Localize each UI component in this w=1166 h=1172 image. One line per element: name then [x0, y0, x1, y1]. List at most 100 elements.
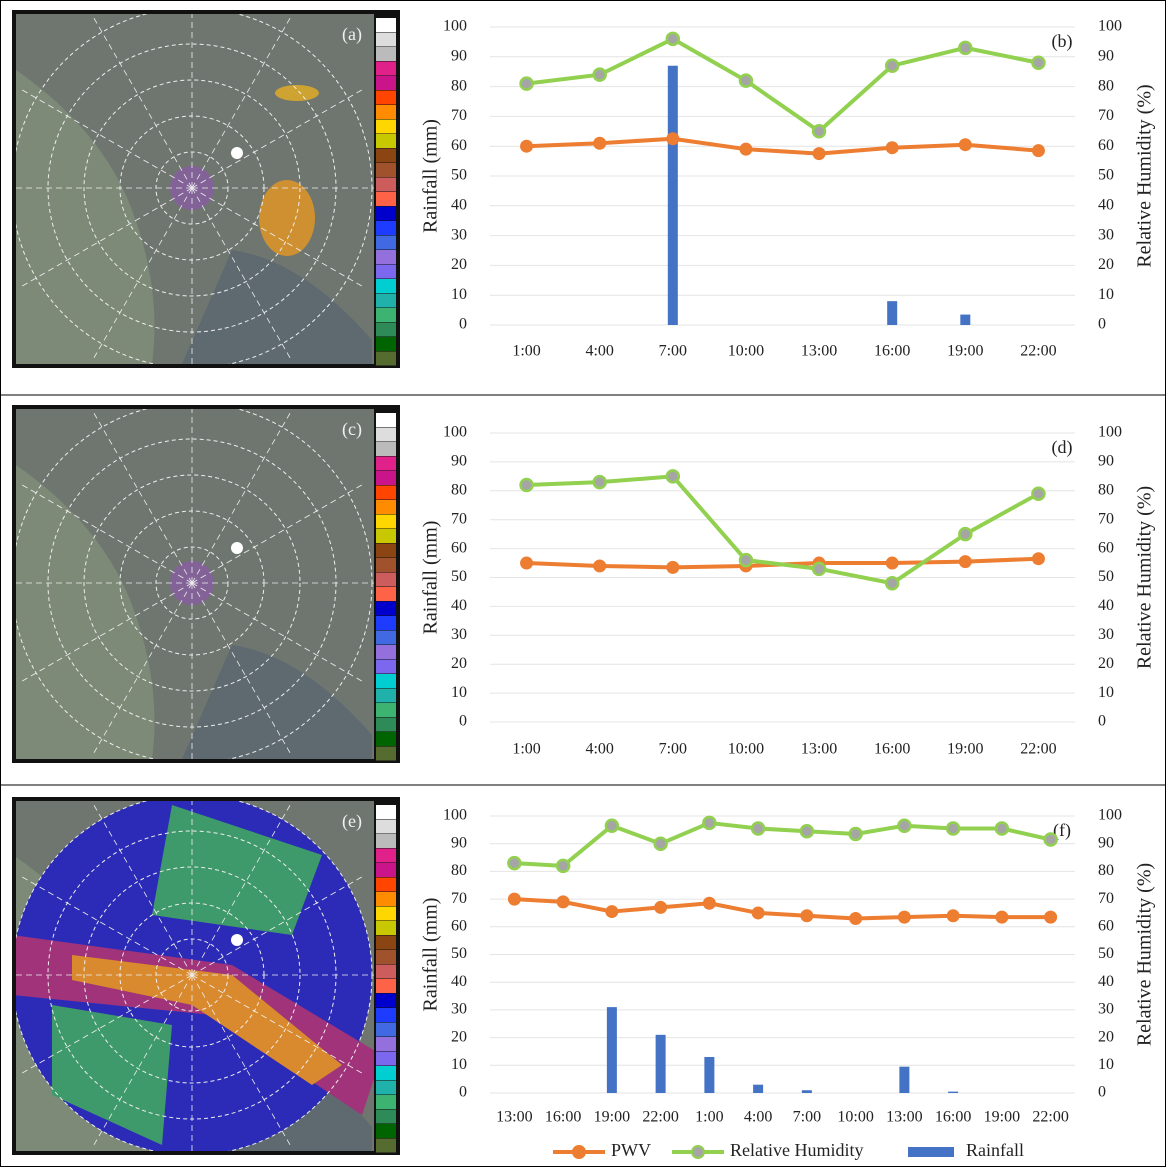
colorbar-cell [376, 732, 396, 746]
colorbar-cell [376, 746, 396, 761]
bar [801, 1090, 812, 1093]
point [592, 474, 607, 490]
point [1031, 486, 1046, 501]
point [884, 58, 900, 73]
colorbar-cell [376, 1124, 396, 1138]
radial-line [91, 187, 193, 362]
radial-line [91, 582, 193, 757]
point [800, 909, 814, 923]
colorbar-cell [376, 1022, 396, 1037]
radial-line [191, 187, 293, 362]
bar [606, 1007, 617, 1093]
colorbar-cell [376, 134, 396, 148]
y2-tick-label: 60 [1098, 539, 1114, 556]
x-tick-label: 19:00 [984, 1109, 1020, 1126]
y-tick-label: 50 [451, 568, 467, 585]
radar-image [16, 409, 374, 759]
colorbar-cell [376, 279, 396, 293]
colorbar-cell [376, 1138, 396, 1153]
colorbar-cell [376, 529, 396, 543]
x-tick-label: 13:00 [801, 741, 837, 758]
y-tick-label: 60 [451, 539, 467, 556]
colorbar-cell [376, 1051, 396, 1066]
radial-line [191, 409, 293, 584]
colorbar-cell [376, 848, 396, 863]
x-tick-label: 16:00 [874, 741, 910, 758]
radial-line [191, 874, 366, 976]
colorbar-cell [376, 717, 396, 732]
point [849, 911, 863, 925]
bar [655, 1034, 666, 1093]
y2-tick-label: 0 [1098, 316, 1106, 333]
legend-marker [691, 1145, 705, 1159]
y-tick-label: 80 [451, 77, 467, 94]
colorbar-cell [376, 964, 396, 979]
y2-axis-label: Relative Humidity (%) [1134, 863, 1156, 1046]
radial-line [191, 87, 366, 189]
y-tick-label: 20 [451, 655, 467, 672]
radial-line [91, 974, 193, 1149]
point [1043, 832, 1058, 847]
y-tick-label: 80 [451, 481, 467, 498]
radar-image [16, 801, 374, 1151]
line [514, 820, 1052, 868]
point [519, 477, 534, 493]
point [519, 76, 534, 91]
colorbar-cell [376, 163, 396, 177]
x-tick-label: 19:00 [947, 343, 983, 360]
point [1031, 552, 1045, 566]
y2-tick-label: 20 [1098, 655, 1114, 672]
y-axis-label: Rainfall (mm) [420, 119, 442, 233]
green-area [52, 1005, 172, 1145]
green-area [152, 805, 322, 935]
y-tick-label: 20 [451, 1028, 467, 1045]
x-tick-label: 16:00 [874, 343, 910, 360]
colorbar-cell [376, 308, 396, 322]
x-tick-label: 4:00 [744, 1109, 772, 1126]
colorbar-cell [376, 979, 396, 993]
point [665, 469, 681, 484]
bar [948, 1091, 959, 1093]
y-tick-label: 90 [451, 834, 467, 851]
y-tick-label: 30 [451, 226, 467, 243]
legend-label: Relative Humidity [730, 1140, 863, 1160]
point [958, 138, 972, 152]
colorbar-cell [376, 834, 396, 848]
point [885, 141, 899, 155]
point [897, 818, 912, 833]
colorbar-cell [376, 1109, 396, 1124]
point [885, 556, 899, 570]
y-tick-label: 50 [451, 167, 467, 184]
y2-axis-label: Relative Humidity (%) [1134, 486, 1156, 669]
colorbar-cell [376, 1080, 396, 1095]
bar [753, 1084, 764, 1093]
point [811, 124, 827, 139]
x-tick-label: 22:00 [1032, 1109, 1068, 1126]
y2-tick-label: 30 [1098, 626, 1114, 643]
y-tick-label: 0 [459, 1084, 467, 1101]
radar-image [16, 14, 374, 364]
x-tick-label: 4:00 [585, 343, 613, 360]
echo [259, 180, 315, 256]
point [520, 556, 534, 570]
point [605, 905, 619, 919]
point [1044, 910, 1058, 924]
land [16, 70, 155, 364]
panel-label: (f) [1053, 820, 1071, 841]
point [848, 826, 863, 842]
point [738, 73, 754, 88]
point [958, 40, 973, 56]
y-tick-label: 30 [451, 1001, 467, 1018]
colorbar-cell [376, 1008, 396, 1022]
point [738, 552, 754, 568]
bar [899, 1066, 910, 1093]
bar [960, 314, 971, 325]
marker-pin [231, 934, 243, 946]
sea [182, 645, 372, 759]
colorbar-cell [376, 1095, 396, 1109]
radial-line [191, 582, 366, 684]
range-ring [83, 79, 301, 297]
point [897, 910, 911, 924]
panel-label: (e) [342, 811, 362, 832]
colorbar-cell [376, 558, 396, 572]
